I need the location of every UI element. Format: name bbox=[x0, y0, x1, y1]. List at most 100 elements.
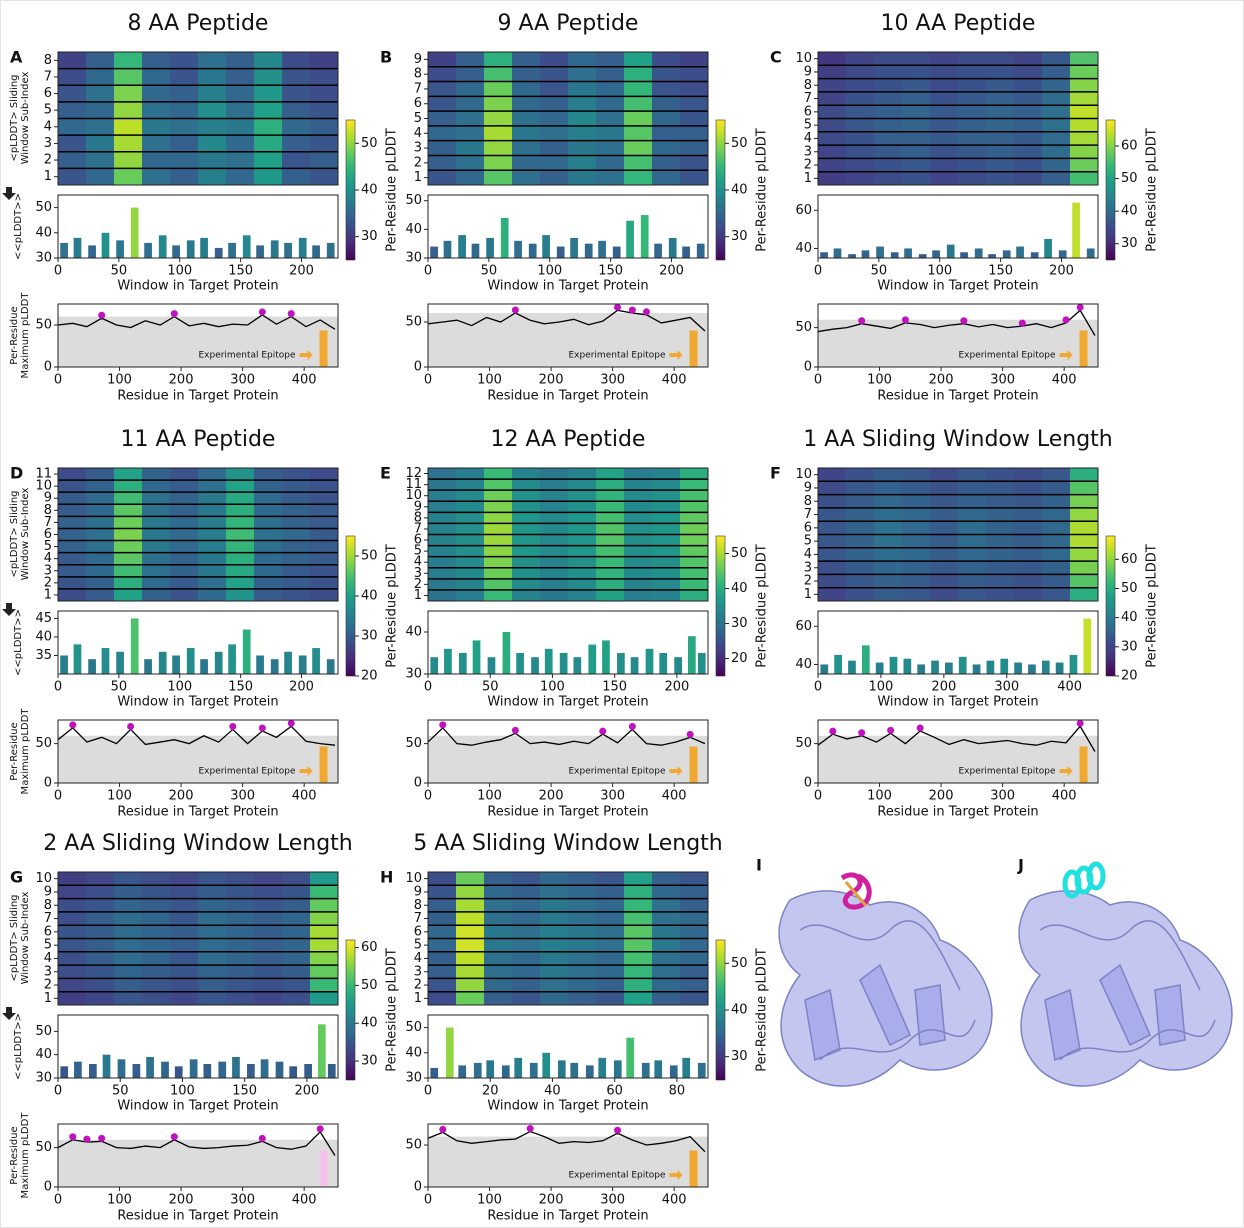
y-axis-label: <pLDDT> Sliding bbox=[9, 490, 20, 577]
heatmap-cell bbox=[226, 119, 254, 136]
bar bbox=[271, 240, 279, 258]
peak-marker bbox=[858, 729, 865, 736]
bar bbox=[1044, 239, 1052, 258]
heatmap-cell bbox=[596, 872, 624, 886]
heatmap-cell bbox=[874, 132, 902, 146]
y-tick-label: 50 bbox=[405, 193, 422, 208]
heatmap-cell bbox=[512, 523, 540, 534]
bar bbox=[473, 640, 481, 674]
y-axis-label: Per-Residue pLDDT bbox=[385, 544, 400, 668]
heatmap-cell bbox=[652, 939, 680, 953]
y-tick-label: 7 bbox=[44, 911, 52, 926]
x-tick-label: 400 bbox=[662, 1193, 687, 1208]
heatmap-cell bbox=[846, 561, 874, 575]
heatmap-cell bbox=[512, 490, 540, 501]
y-tick-label: 12 bbox=[405, 466, 422, 481]
x-axis-label: Residue in Target Protein bbox=[487, 389, 648, 404]
heatmap-cell bbox=[1014, 481, 1042, 495]
heatmap-cell bbox=[986, 468, 1014, 482]
y-axis-label: <pLDDT> Sliding bbox=[9, 74, 20, 161]
x-tick-label: 200 bbox=[929, 373, 954, 388]
heatmap-cell bbox=[958, 508, 986, 522]
heatmap-cell bbox=[846, 574, 874, 588]
bar bbox=[284, 652, 292, 674]
heatmap-cell bbox=[170, 872, 198, 886]
heatmap-cell bbox=[114, 978, 142, 992]
y-tick-label: 50 bbox=[405, 736, 422, 751]
panel-label: I bbox=[756, 856, 762, 875]
x-tick-label: 300 bbox=[230, 789, 255, 804]
heatmap-cell bbox=[198, 541, 226, 553]
x-axis-label: Residue in Target Protein bbox=[487, 1209, 648, 1224]
heatmap-cell bbox=[310, 168, 338, 185]
colorbar-tick-label: 20 bbox=[731, 651, 748, 666]
heatmap-cell bbox=[1014, 92, 1042, 106]
colorbar-tick-label: 50 bbox=[361, 549, 378, 564]
peak-marker bbox=[171, 1133, 178, 1140]
heatmap-cell bbox=[484, 141, 512, 156]
y-tick-label: 4 bbox=[414, 951, 422, 966]
heatmap-cell bbox=[1042, 132, 1070, 146]
heatmap-cell bbox=[428, 52, 456, 67]
heatmap-cell bbox=[540, 126, 568, 141]
heatmap-cell bbox=[568, 523, 596, 534]
heatmap-cell bbox=[652, 992, 680, 1006]
heatmap-cell bbox=[986, 92, 1014, 106]
heatmap-cell bbox=[540, 590, 568, 601]
bar bbox=[1031, 252, 1039, 258]
heatmap-cell bbox=[170, 952, 198, 966]
heatmap-cell bbox=[254, 952, 282, 966]
colorbar bbox=[346, 120, 355, 260]
y-tick-label: 10 bbox=[795, 467, 812, 482]
x-tick-label: 400 bbox=[1052, 789, 1077, 804]
heatmap-cell bbox=[142, 480, 170, 492]
bar bbox=[256, 655, 264, 674]
heatmap-cell bbox=[680, 535, 708, 546]
heatmap-cell bbox=[114, 553, 142, 565]
x-tick-label: 150 bbox=[598, 264, 623, 279]
heatmap-cell bbox=[484, 490, 512, 501]
heatmap-cell bbox=[540, 925, 568, 939]
heatmap-cell bbox=[86, 978, 114, 992]
heatmap-cell bbox=[86, 899, 114, 913]
heatmap-cell bbox=[58, 480, 86, 492]
bar bbox=[486, 1060, 494, 1078]
bar bbox=[557, 247, 565, 258]
heatmap-cell bbox=[198, 119, 226, 136]
heatmap-cell bbox=[170, 468, 198, 480]
heatmap-cell bbox=[58, 965, 86, 979]
x-tick-label: 200 bbox=[929, 789, 954, 804]
heatmap-cell bbox=[568, 939, 596, 953]
bar bbox=[670, 1065, 678, 1078]
colorbar-tick-label: 60 bbox=[1121, 552, 1138, 567]
y-tick-label: 1 bbox=[44, 169, 52, 184]
x-tick-label: 400 bbox=[292, 373, 317, 388]
heatmap-cell bbox=[428, 952, 456, 966]
bar bbox=[190, 1059, 198, 1078]
heatmap-cell bbox=[846, 119, 874, 133]
bar bbox=[641, 215, 649, 258]
heatmap-cell bbox=[484, 535, 512, 546]
heatmap-cell bbox=[540, 978, 568, 992]
epitope-annotation: Experimental Epitope bbox=[958, 767, 1056, 777]
heatmap-cell bbox=[512, 535, 540, 546]
colorbar-tick-label: 50 bbox=[731, 956, 748, 971]
heatmap-cell bbox=[540, 992, 568, 1006]
peak-marker bbox=[614, 304, 621, 311]
heatmap-cell bbox=[652, 501, 680, 512]
y-tick-label: 40 bbox=[405, 625, 422, 640]
panel-title: 1 AA Sliding Window Length bbox=[803, 427, 1112, 452]
heatmap-cell bbox=[596, 67, 624, 82]
x-tick-label: 300 bbox=[600, 373, 625, 388]
heatmap-cell bbox=[142, 553, 170, 565]
heatmap-cell bbox=[310, 69, 338, 86]
heatmap-cell bbox=[986, 521, 1014, 535]
bar bbox=[247, 1064, 255, 1078]
heatmap-cell bbox=[114, 516, 142, 528]
heatmap-cell bbox=[596, 141, 624, 156]
peak-marker bbox=[98, 1135, 105, 1142]
bar bbox=[917, 664, 925, 674]
bar bbox=[682, 1058, 690, 1078]
heatmap-cell bbox=[568, 925, 596, 939]
heatmap-cell bbox=[428, 479, 456, 490]
